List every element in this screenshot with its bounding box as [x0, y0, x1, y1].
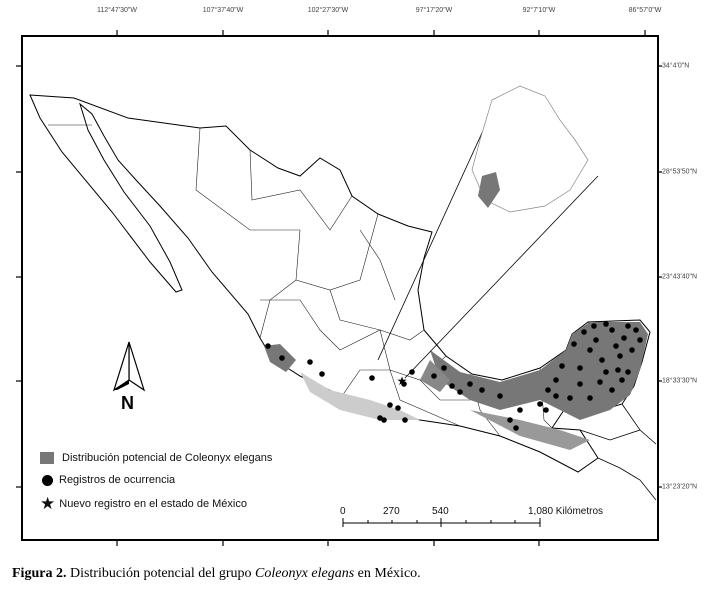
north-arrow-label: N	[121, 393, 134, 413]
occurrence-record-dot	[545, 387, 551, 393]
occurrence-record-dot	[617, 353, 623, 359]
occurrence-record-dot	[567, 395, 573, 401]
occurrence-record-dot	[619, 377, 625, 383]
map-frame	[21, 35, 659, 541]
longitude-label: 107°37'40"W	[202, 7, 244, 14]
scale-label: 540	[432, 506, 449, 517]
legend-item-distribution: Distribución potencial de Coleonyx elega…	[40, 452, 272, 464]
inset-estado-de-mexico	[377, 85, 599, 379]
occurrence-record-dot	[497, 393, 503, 399]
occurrence-record-dot	[591, 323, 597, 329]
scale-label: 0	[340, 506, 346, 517]
gray-square-icon	[40, 452, 54, 464]
scale-label: 270	[383, 506, 400, 517]
black-circle-icon	[42, 474, 53, 486]
legend-label: Registros de ocurrencia	[59, 474, 176, 486]
occurrence-record-dot	[431, 373, 437, 379]
longitude-label: 86°57'0"W	[628, 7, 662, 14]
caption-species: Coleonyx elegans	[255, 566, 355, 581]
longitude-label: 97°17'20"W	[415, 7, 453, 14]
occurrence-record-dot	[553, 377, 559, 383]
occurrence-record-dot	[629, 347, 635, 353]
occurrence-record-dot	[609, 387, 615, 393]
occurrence-record-dot	[625, 323, 631, 329]
occurrence-record-dot	[593, 337, 599, 343]
occurrence-record-dot	[409, 369, 415, 375]
latitude-label: 18°33'30"N	[662, 377, 698, 385]
occurrence-record-dot	[577, 365, 583, 371]
occurrence-record-dot	[402, 417, 408, 423]
scale-bar	[342, 518, 541, 527]
occurrence-record-dot	[279, 355, 285, 361]
state-borders	[48, 124, 641, 437]
central-america-outline	[579, 403, 657, 501]
occurrence-record-dot	[507, 417, 513, 423]
legend-item-records: Registros de ocurrencia	[42, 474, 175, 486]
latitude-label: 34°4'0"N	[662, 62, 690, 70]
occurrence-record-dot	[613, 343, 619, 349]
occurrence-record-dot	[581, 329, 587, 335]
occurrence-record-dot	[441, 365, 447, 371]
occurrence-record-dot	[637, 337, 643, 343]
potential-distribution	[264, 322, 648, 450]
occurrence-record-dot	[543, 407, 549, 413]
occurrence-record-dot	[609, 327, 615, 333]
occurrence-record-dot	[387, 402, 393, 408]
scale-label: 1,080 Kilómetros	[528, 506, 604, 517]
caption-prefix: Figura 2.	[12, 566, 67, 581]
occurrence-record-dot	[265, 343, 271, 349]
occurrence-record-dot	[479, 387, 485, 393]
occurrence-record-dot	[381, 417, 387, 423]
occurrence-record-dot	[577, 381, 583, 387]
latitude-label: 28°53'50"N	[662, 168, 698, 176]
occurrence-record-dot	[603, 321, 609, 327]
occurrence-record-dot	[597, 379, 603, 385]
occurrence-record-dot	[633, 327, 639, 333]
occurrence-record-dot	[513, 425, 519, 431]
occurrence-record-dot	[559, 363, 565, 369]
occurrence-record-dot	[449, 383, 455, 389]
occurrence-record-dot	[319, 371, 325, 377]
occurrence-record-dot	[587, 395, 593, 401]
longitude-label: 92°7'10"W	[522, 7, 556, 14]
legend-item-new-record: ★ Nuevo registro en el estado de México	[40, 495, 247, 512]
latitude-label: 13°23'20"N	[662, 483, 698, 491]
occurrence-record-dot	[615, 367, 621, 373]
occurrence-record-dot	[621, 335, 627, 341]
legend-label: Distribución potencial de Coleonyx elega…	[62, 452, 273, 464]
caption-text: en México.	[354, 566, 421, 581]
occurrence-records	[265, 321, 643, 431]
longitude-label: 102°27'30"W	[307, 7, 349, 14]
occurrence-record-dot	[395, 405, 401, 411]
new-record-star: ★	[397, 374, 408, 388]
occurrence-record-dot	[553, 393, 559, 399]
occurrence-record-dot	[587, 347, 593, 353]
north-arrow-icon	[112, 341, 146, 392]
graticule-ticks	[16, 30, 662, 546]
figure-caption: Figura 2. Distribución potencial del gru…	[12, 566, 421, 582]
occurrence-record-dot	[625, 369, 631, 375]
occurrence-record-dot	[599, 357, 605, 363]
occurrence-record-dot	[571, 341, 577, 347]
occurrence-record-dot	[457, 389, 463, 395]
caption-text: Distribución potencial del grupo	[66, 566, 256, 581]
black-star-icon: ★	[40, 494, 56, 513]
occurrence-record-dot	[603, 369, 609, 375]
occurrence-record-dot	[517, 407, 523, 413]
occurrence-record-dot	[307, 359, 313, 365]
occurrence-record-dot	[401, 381, 407, 387]
occurrence-record-dot	[369, 375, 375, 381]
occurrence-record-dot	[467, 381, 473, 387]
longitude-label: 112°47'30"W	[97, 7, 137, 14]
legend-label: Nuevo registro en el estado de México	[59, 497, 247, 510]
occurrence-record-dot	[537, 401, 543, 407]
latitude-label: 23°43'40"N	[662, 273, 698, 281]
